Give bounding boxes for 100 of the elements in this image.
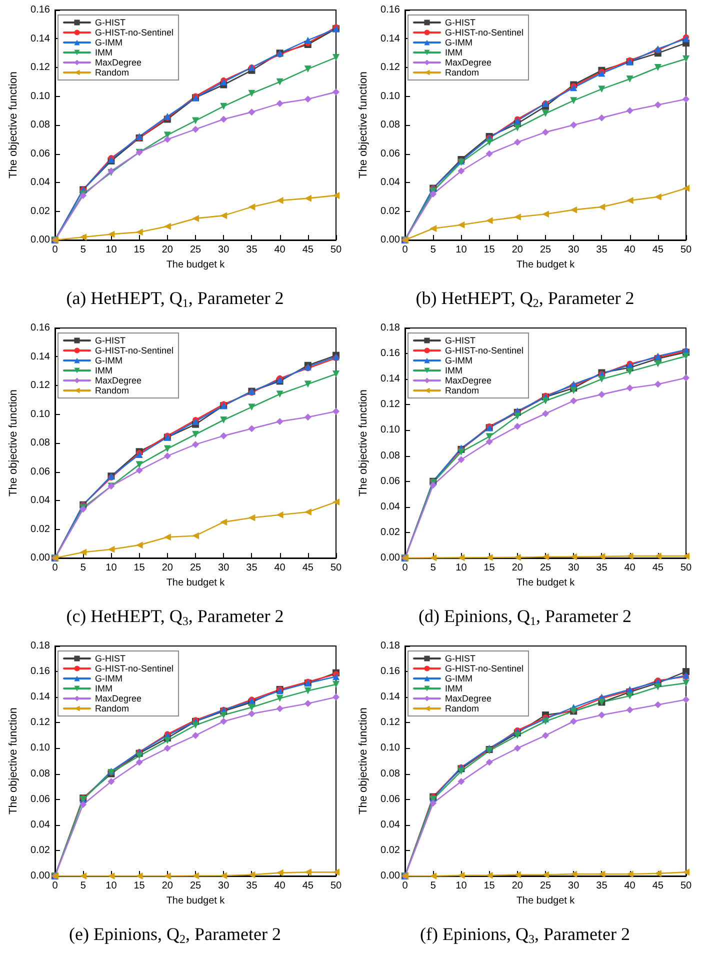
y-tick-label: 0.02 xyxy=(30,206,50,217)
point xyxy=(514,871,521,878)
point xyxy=(626,552,634,560)
point xyxy=(276,78,284,86)
legend-label: G-HIST xyxy=(95,18,126,28)
point xyxy=(304,36,312,44)
y-tick-label: 0.00 xyxy=(380,234,400,246)
point xyxy=(332,54,340,61)
point xyxy=(248,514,256,522)
y-tick-label: 0.04 xyxy=(30,819,50,830)
x-tick-label: 30 xyxy=(218,880,230,892)
y-tick-label: 0.04 xyxy=(380,501,400,512)
point xyxy=(164,534,171,541)
x-tick-label: 40 xyxy=(274,244,286,256)
point xyxy=(514,732,521,739)
y-tick-label: 0.08 xyxy=(380,768,400,780)
x-tick-label: 20 xyxy=(162,562,174,574)
legend-label: G-IMM xyxy=(95,38,122,48)
point xyxy=(654,193,662,200)
x-tick-label: 5 xyxy=(430,244,436,256)
legend-label: G-HIST-no-Sentinel xyxy=(445,28,524,38)
point xyxy=(570,870,578,878)
point xyxy=(136,228,143,236)
point xyxy=(248,425,256,432)
point xyxy=(248,404,256,411)
point xyxy=(598,203,606,210)
point xyxy=(542,553,549,560)
point xyxy=(192,126,199,133)
point xyxy=(654,380,662,388)
x-tick-label: 20 xyxy=(162,244,174,256)
y-tick-label: 0.16 xyxy=(380,348,400,360)
point xyxy=(430,225,437,232)
y-tick-label: 0.00 xyxy=(380,552,400,564)
y-tick-label: 0.16 xyxy=(30,322,50,334)
y-tick-label: 0.10 xyxy=(30,742,50,754)
y-tick-label: 0.18 xyxy=(380,322,400,334)
point xyxy=(80,548,87,556)
point xyxy=(626,692,634,700)
point xyxy=(332,694,340,701)
legend-label: MaxDegree xyxy=(95,694,142,704)
point xyxy=(626,76,634,82)
x-tick-label: 5 xyxy=(80,880,86,892)
point xyxy=(164,222,171,230)
point xyxy=(654,360,662,368)
x-tick-label: 25 xyxy=(190,562,202,574)
x-tick-label: 35 xyxy=(246,562,258,574)
x-tick-label: 35 xyxy=(246,244,258,256)
point xyxy=(570,387,578,394)
y-tick-label: 0.04 xyxy=(380,819,400,830)
legend-label: IMM xyxy=(95,48,112,58)
point xyxy=(192,532,199,540)
x-tick-label: 35 xyxy=(246,880,258,892)
x-tick-label: 45 xyxy=(652,880,664,892)
point xyxy=(80,234,87,241)
point xyxy=(248,90,256,97)
legend-label: G-HIST xyxy=(445,336,476,346)
y-tick-label: 0.00 xyxy=(30,870,50,882)
legend-label: G-HIST-no-Sentinel xyxy=(445,346,524,356)
x-axis-title: The budget k xyxy=(166,578,226,588)
point xyxy=(220,102,228,110)
x-tick-label: 30 xyxy=(568,244,580,256)
point xyxy=(276,705,284,712)
y-tick-label: 0.00 xyxy=(30,552,50,564)
point xyxy=(514,138,521,146)
y-tick-label: 0.02 xyxy=(380,844,400,856)
point xyxy=(542,871,549,878)
x-tick-label: 40 xyxy=(624,244,636,256)
y-tick-label: 0.08 xyxy=(380,450,400,462)
y-tick-label: 0.06 xyxy=(30,466,50,478)
y-tick-label: 0.18 xyxy=(30,640,50,652)
y-tick-label: 0.12 xyxy=(30,380,50,391)
point xyxy=(542,110,549,117)
point xyxy=(136,466,143,474)
legend-label: MaxDegree xyxy=(95,376,142,386)
x-tick-label: 5 xyxy=(430,880,436,892)
y-tick-label: 0.08 xyxy=(30,438,50,448)
x-tick-label: 10 xyxy=(106,562,118,574)
point xyxy=(248,203,256,210)
y-tick-label: 0.10 xyxy=(30,408,50,420)
point xyxy=(598,552,606,560)
point xyxy=(304,65,312,72)
legend-label: IMM xyxy=(445,48,462,58)
legend-label: G-HIST-no-Sentinel xyxy=(95,346,174,356)
y-tick-label: 0.12 xyxy=(380,62,400,73)
point xyxy=(304,700,312,707)
point xyxy=(220,212,228,220)
y-axis-title: The objective function xyxy=(358,71,370,179)
y-tick-label: 0.10 xyxy=(380,90,400,102)
y-tick-label: 0.14 xyxy=(380,33,400,44)
x-tick-label: 10 xyxy=(456,880,468,892)
point xyxy=(486,554,493,561)
legend-label: IMM xyxy=(95,366,112,376)
x-tick-label: 40 xyxy=(274,562,286,574)
x-tick-label: 50 xyxy=(680,562,692,574)
point xyxy=(514,422,521,430)
point xyxy=(542,410,549,418)
point xyxy=(304,194,312,202)
x-tick-label: 40 xyxy=(274,880,286,892)
point xyxy=(430,872,437,880)
legend-label: G-HIST xyxy=(95,336,126,346)
